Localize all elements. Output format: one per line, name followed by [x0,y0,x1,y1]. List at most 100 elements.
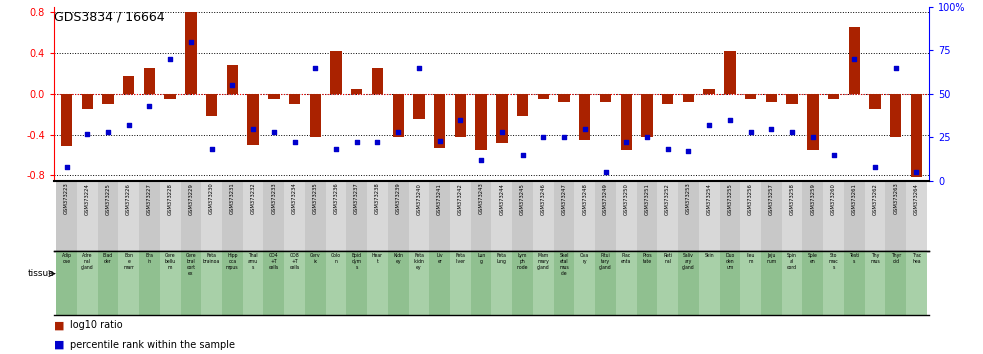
Point [162,56,178,62]
Bar [430,251,450,315]
Text: tissue: tissue [28,269,54,278]
Text: Lym
ph
node: Lym ph node [517,253,528,270]
Point [908,169,924,175]
Bar [305,181,325,251]
Bar [77,181,97,251]
Bar [222,251,243,315]
Bar [268,94,279,99]
Bar [492,181,512,251]
Point [183,39,199,45]
Bar [248,94,259,145]
Text: Feta
brainoa: Feta brainoa [203,253,220,264]
Text: GSM373260: GSM373260 [831,183,837,215]
Bar [263,251,284,315]
Bar [616,251,637,315]
Text: Saliv
ary
gland: Saliv ary gland [682,253,695,270]
Bar [325,181,346,251]
Text: Adre
nal
gland: Adre nal gland [81,253,93,270]
Text: Feta
liver: Feta liver [455,253,465,264]
Bar [533,181,553,251]
Bar [740,181,761,251]
Bar [409,181,430,251]
Bar [202,181,222,251]
Bar [802,251,823,315]
Point [100,129,116,135]
Point [121,122,137,128]
Bar [574,251,595,315]
Bar [202,251,222,315]
Bar [637,251,658,315]
Bar [205,94,217,116]
Point [432,138,447,143]
Bar [579,94,591,140]
Bar [243,181,263,251]
Point [556,135,572,140]
Text: Feta
lung: Feta lung [497,253,507,264]
Bar [699,251,720,315]
Point [888,65,903,71]
Bar [82,94,93,109]
Bar [724,51,735,94]
Bar [869,94,881,109]
Text: ■: ■ [54,340,65,350]
Text: GSM373239: GSM373239 [396,183,401,215]
Text: GSM373259: GSM373259 [810,183,815,215]
Bar [305,251,325,315]
Text: Cerv
ix: Cerv ix [310,253,320,264]
Point [266,129,282,135]
Bar [77,251,97,315]
Bar [553,181,574,251]
Text: Thal
amu
s: Thal amu s [248,253,259,270]
Bar [906,251,927,315]
Bar [662,94,673,104]
Bar [699,181,720,251]
Text: GSM373264: GSM373264 [914,183,919,215]
Text: GSM373253: GSM373253 [686,183,691,215]
Bar [367,251,388,315]
Bar [720,181,740,251]
Point [536,135,551,140]
Bar [476,94,487,150]
Bar [512,251,533,315]
Bar [745,94,756,99]
Bar [574,181,595,251]
Bar [844,251,865,315]
Text: Pitui
tary
gland: Pitui tary gland [600,253,611,270]
Text: Reti
nal: Reti nal [664,253,672,264]
Text: GSM373225: GSM373225 [105,183,110,215]
Point [245,126,260,131]
Text: GSM373228: GSM373228 [168,183,173,215]
Bar [160,251,181,315]
Text: GSM373251: GSM373251 [645,183,650,215]
Point [411,65,427,71]
Text: Jeju
num: Jeju num [767,253,777,264]
Text: GSM373223: GSM373223 [64,183,69,215]
Bar [890,94,901,137]
Text: percentile rank within the sample: percentile rank within the sample [70,340,235,350]
Bar [56,251,77,315]
Point [598,169,613,175]
Bar [886,181,906,251]
Point [59,164,75,170]
Bar [678,251,699,315]
Point [764,126,780,131]
Text: GSM373232: GSM373232 [251,183,256,215]
Text: Mam
mary
gland: Mam mary gland [537,253,549,270]
Text: Ileu
m: Ileu m [746,253,755,264]
Bar [616,181,637,251]
Point [203,147,219,152]
Text: GSM373261: GSM373261 [852,183,857,215]
Text: GSM373229: GSM373229 [189,183,194,215]
Text: Bon
e
marr: Bon e marr [123,253,134,270]
Point [515,152,531,157]
Text: GSM373236: GSM373236 [333,183,338,215]
Text: Thy
mus: Thy mus [870,253,880,264]
Text: Adip
ose: Adip ose [62,253,72,264]
Bar [330,51,342,94]
Bar [325,251,346,315]
Bar [641,94,653,137]
Bar [181,251,202,315]
Text: log10 ratio: log10 ratio [70,320,123,330]
Point [224,82,240,88]
Point [349,139,365,145]
